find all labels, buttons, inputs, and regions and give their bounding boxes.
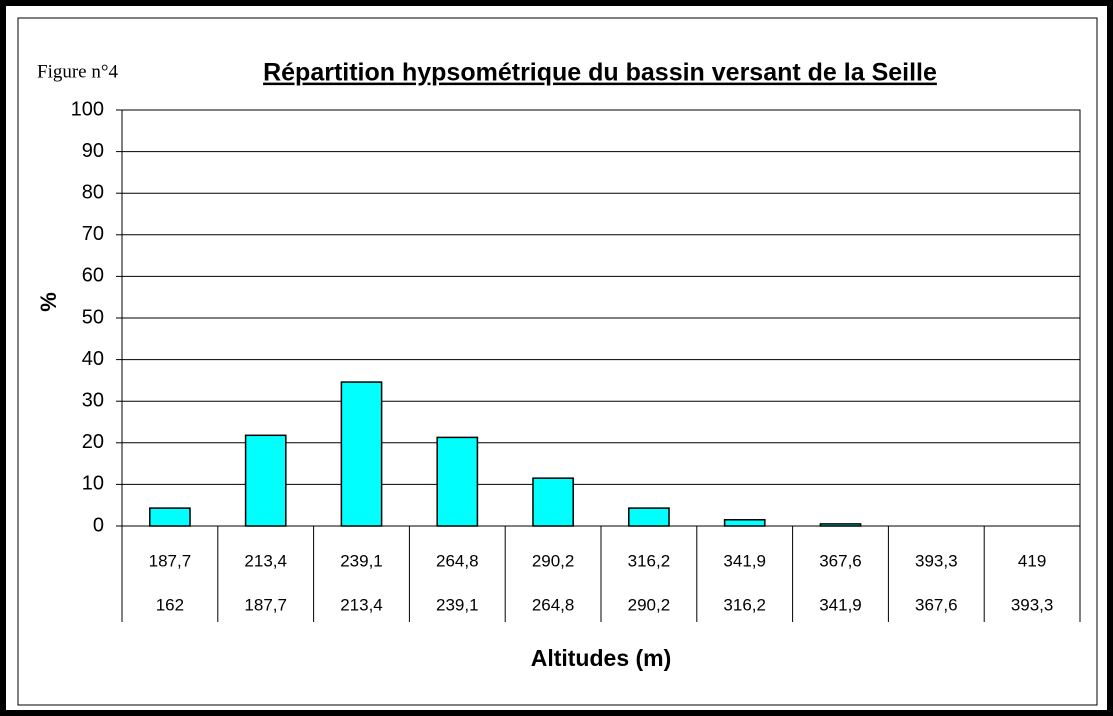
x-tick-label: 290,2 xyxy=(532,551,575,570)
bar xyxy=(819,523,862,527)
bar xyxy=(532,477,574,527)
x-tick-label: 239,1 xyxy=(340,551,383,570)
bar xyxy=(149,507,191,527)
x-tick-label: 213,4 xyxy=(340,595,383,614)
y-tick-label: 20 xyxy=(82,431,104,453)
y-tick-label: 60 xyxy=(82,265,104,287)
chart-title: Répartition hypsométrique du bassin vers… xyxy=(263,59,937,87)
y-tick-label: 0 xyxy=(93,514,104,536)
x-tick-label: 367,6 xyxy=(819,551,862,570)
y-tick-label: 100 xyxy=(71,98,104,120)
inner-frame xyxy=(17,17,1098,706)
x-tick-label: 393,3 xyxy=(915,551,958,570)
x-tick-label: 419 xyxy=(1018,551,1046,570)
bar xyxy=(244,434,287,527)
x-tick-label: 393,3 xyxy=(1011,595,1054,614)
y-tick-label: 40 xyxy=(82,348,104,370)
y-axis-label: % xyxy=(36,292,61,312)
x-tick-label: 316,2 xyxy=(723,595,766,614)
bar xyxy=(436,436,479,527)
y-tick-label: 10 xyxy=(82,473,104,495)
y-tick-label: 80 xyxy=(82,181,104,203)
y-tick-label: 30 xyxy=(82,389,104,411)
x-tick-label: 341,9 xyxy=(723,551,766,570)
y-tick-label: 90 xyxy=(82,140,104,162)
bar xyxy=(628,507,670,527)
x-tick-label: 367,6 xyxy=(915,595,958,614)
x-tick-label: 187,7 xyxy=(244,595,287,614)
x-tick-label: 264,8 xyxy=(532,595,575,614)
x-tick-label: 239,1 xyxy=(436,595,479,614)
x-tick-label: 290,2 xyxy=(628,595,671,614)
x-tick-label: 187,7 xyxy=(149,551,192,570)
y-tick-label: 70 xyxy=(82,223,104,245)
x-tick-label: 316,2 xyxy=(628,551,671,570)
x-tick-label: 341,9 xyxy=(819,595,862,614)
figure-label: Figure n°4 xyxy=(37,61,118,82)
bar xyxy=(340,381,383,527)
bar xyxy=(723,519,766,527)
x-tick-label: 213,4 xyxy=(244,551,287,570)
x-tick-label: 264,8 xyxy=(436,551,479,570)
x-axis-label: Altitudes (m) xyxy=(531,645,672,671)
y-tick-label: 50 xyxy=(82,306,104,328)
x-tick-label: 162 xyxy=(156,595,184,614)
